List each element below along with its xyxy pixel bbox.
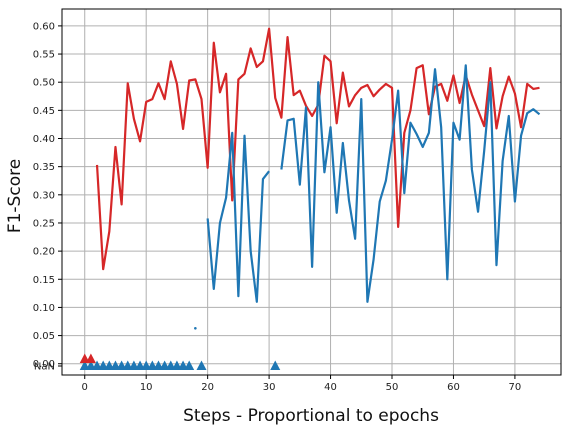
nan-marker — [196, 360, 207, 370]
axes-frame — [61, 8, 562, 376]
y-tick-label: 0.15 — [33, 275, 55, 286]
y-tick-label: 0.55 — [33, 50, 55, 61]
series-point — [194, 326, 197, 330]
x-tick-label: 30 — [263, 382, 276, 393]
y-tick-label: 0.25 — [33, 218, 55, 229]
y-tick-label: 0.40 — [33, 134, 55, 145]
nan-markers — [79, 360, 281, 370]
x-tick-label: 40 — [324, 382, 337, 393]
y-axis-label: F1-Score — [5, 159, 25, 233]
y-tick-label: 0.20 — [33, 247, 55, 258]
y-tick-label: 0.35 — [33, 162, 55, 173]
y-tick-label: 0.30 — [33, 190, 55, 201]
y-tick-label: 0.00 — [33, 359, 55, 370]
plot-area — [79, 27, 541, 370]
y-tick-label: 0.50 — [33, 78, 55, 89]
x-tick-label: 10 — [140, 382, 153, 393]
series-segment — [280, 64, 541, 303]
nan-tick-label: NaN — [34, 362, 55, 373]
x-tick-label: 70 — [509, 382, 522, 393]
x-tick-label: 20 — [201, 382, 214, 393]
nan-marker — [270, 360, 281, 370]
y-tick-label: 0.45 — [33, 106, 55, 117]
y-tick-label: 0.10 — [33, 303, 55, 314]
series-segment — [206, 131, 270, 303]
x-tick-label: 50 — [386, 382, 399, 393]
ticks: 0 10 20 30 40 50 60 70 0.00 0.05 0.10 0.15 0.20 0.25 0… — [33, 21, 522, 393]
y-tick-label: 0.05 — [33, 331, 55, 342]
y-tick-label: 0.60 — [33, 21, 55, 32]
x-tick-label: 60 — [447, 382, 460, 393]
nan-marker — [184, 360, 195, 370]
nan-marker — [85, 353, 96, 363]
x-axis-label: Steps - Proportional to epochs — [183, 406, 439, 426]
x-tick-label: 0 — [82, 382, 88, 393]
nan-markers — [79, 353, 96, 363]
series-line-blue — [194, 64, 541, 330]
